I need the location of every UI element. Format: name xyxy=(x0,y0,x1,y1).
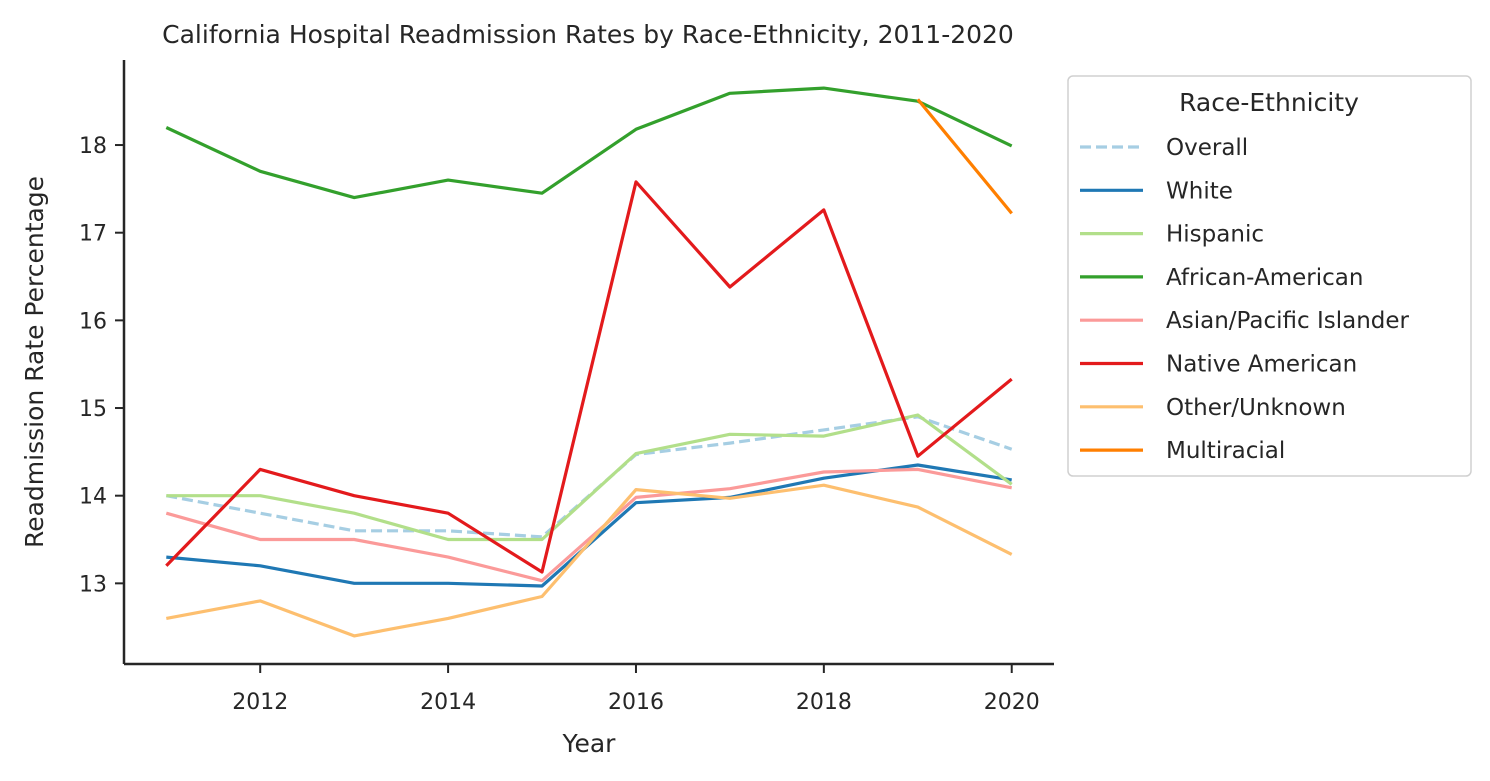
plot-area xyxy=(165,86,1013,638)
legend-label-other-unknown: Other/Unknown xyxy=(1166,395,1346,421)
x-tick-label: 2014 xyxy=(420,690,476,715)
y-tick-label: 13 xyxy=(79,572,107,597)
y-tick-label: 16 xyxy=(79,309,107,334)
series-line-hispanic xyxy=(166,413,1013,542)
series-line-asian-pacific-islander xyxy=(165,467,1013,583)
x-tick-label: 2018 xyxy=(796,690,852,715)
legend-label-multiracial: Multiracial xyxy=(1166,438,1285,464)
series-line-overall xyxy=(166,415,1013,539)
x-axis-label: Year xyxy=(562,729,617,758)
legend-label-african-american: African-American xyxy=(1166,265,1363,291)
x-tick-label: 2020 xyxy=(984,690,1040,715)
series-line-native-american xyxy=(165,180,1013,574)
x-tick-label: 2016 xyxy=(608,690,664,715)
series-line-african-american xyxy=(165,86,1013,200)
x-ticks: 2012 2014 2016 2018 2020 xyxy=(232,664,1040,715)
chart-title: California Hospital Readmission Rates by… xyxy=(162,20,1014,49)
legend-label-asian-pacific-islander: Asian/Pacific Islander xyxy=(1166,308,1410,334)
legend-label-native-american: Native American xyxy=(1166,352,1357,378)
legend: Race-Ethnicity Overall White Hispanic Afric… xyxy=(1067,75,1472,477)
series-line-multiracial xyxy=(916,98,1013,215)
series-line-white xyxy=(166,463,1012,588)
y-axis-label: Readmission Rate Percentage xyxy=(20,176,49,548)
legend-frame xyxy=(1067,75,1472,477)
legend-label-overall: Overall xyxy=(1166,135,1248,161)
x-tick-label: 2012 xyxy=(232,690,288,715)
legend-title: Race-Ethnicity xyxy=(1179,88,1359,117)
y-tick-label: 17 xyxy=(79,222,107,247)
y-ticks: 13 14 15 16 17 18 xyxy=(79,134,124,597)
legend-items: Overall White Hispanic African-American Asia… xyxy=(1080,135,1410,464)
y-tick-label: 14 xyxy=(79,485,107,510)
series-line-other-unknown xyxy=(166,483,1013,638)
axes xyxy=(122,60,1054,666)
legend-label-hispanic: Hispanic xyxy=(1166,222,1264,248)
legend-label-white: White xyxy=(1166,178,1233,204)
y-tick-label: 18 xyxy=(79,134,107,159)
y-tick-label: 15 xyxy=(79,397,107,422)
